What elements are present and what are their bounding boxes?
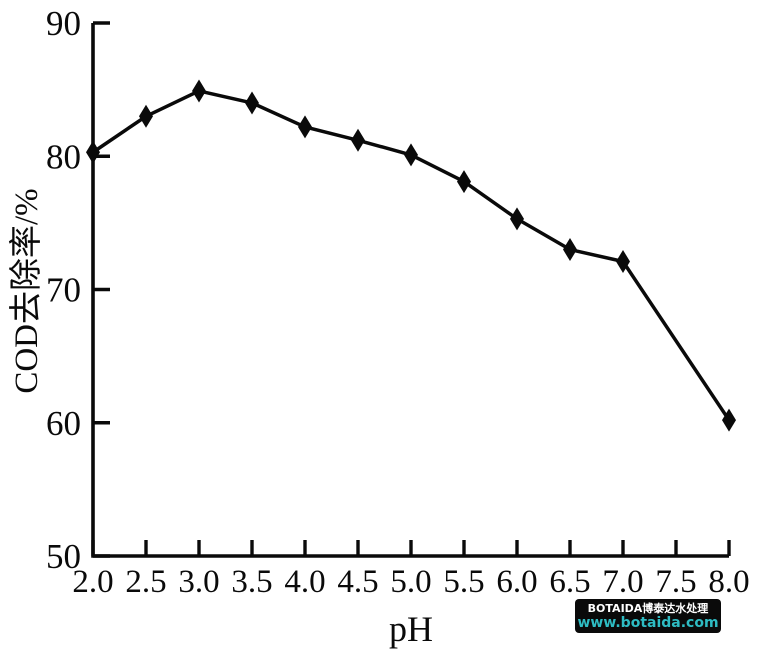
x-tick-label: 2.0 [72, 564, 113, 600]
watermark-url-text: www.botaida.com [577, 614, 719, 631]
y-tick-label: 50 [46, 537, 81, 576]
tick-marks [91, 21, 731, 558]
x-tick-label: 2.5 [125, 564, 166, 600]
diamond-marker [86, 140, 100, 164]
diamond-marker [298, 115, 312, 139]
diamond-marker [245, 91, 259, 115]
y-tick-labels: 50 60 70 80 90 [46, 4, 81, 576]
x-tick-label: 7.0 [602, 564, 643, 600]
x-axis-title: pH [389, 609, 433, 649]
x-tick-label: 3.5 [231, 564, 272, 600]
diamond-marker [192, 79, 206, 103]
diamond-marker [457, 170, 471, 194]
x-tick-label: 6.0 [496, 564, 537, 600]
y-tick-label: 60 [46, 404, 81, 443]
axes [91, 23, 729, 558]
x-tick-label: 5.5 [443, 564, 484, 600]
diamond-marker [616, 250, 630, 274]
y-tick-label: 80 [46, 137, 81, 176]
data-line [92, 89, 731, 422]
diamond-marker [510, 207, 524, 231]
diamond-marker [563, 238, 577, 262]
watermark-badge: BOTAIDA博泰达水处理 www.botaida.com [575, 599, 721, 633]
y-tick-label: 70 [46, 271, 81, 310]
x-tick-label: 4.0 [284, 564, 325, 600]
diamond-marker [404, 143, 418, 167]
x-tick-label: 8.0 [708, 564, 749, 600]
x-tick-label: 4.5 [337, 564, 378, 600]
x-tick-labels: 2.0 2.5 3.0 3.5 4.0 4.5 5.0 5.5 6.0 6.5 7.0 7.5 8.0 [72, 564, 749, 600]
x-tick-label: 3.0 [178, 564, 219, 600]
x-tick-label: 7.5 [655, 564, 696, 600]
x-tick-label: 5.0 [390, 564, 431, 600]
y-tick-label: 90 [46, 4, 81, 43]
y-axis-title: COD去除率/% [9, 188, 45, 394]
diamond-marker [722, 408, 736, 432]
axis-lines [91, 23, 729, 558]
watermark-brand-text: BOTAIDA博泰达水处理 [587, 601, 709, 615]
diamond-marker [139, 104, 153, 128]
x-tick-label: 6.5 [549, 564, 590, 600]
diamond-marker [351, 128, 365, 152]
data-markers [86, 79, 736, 432]
